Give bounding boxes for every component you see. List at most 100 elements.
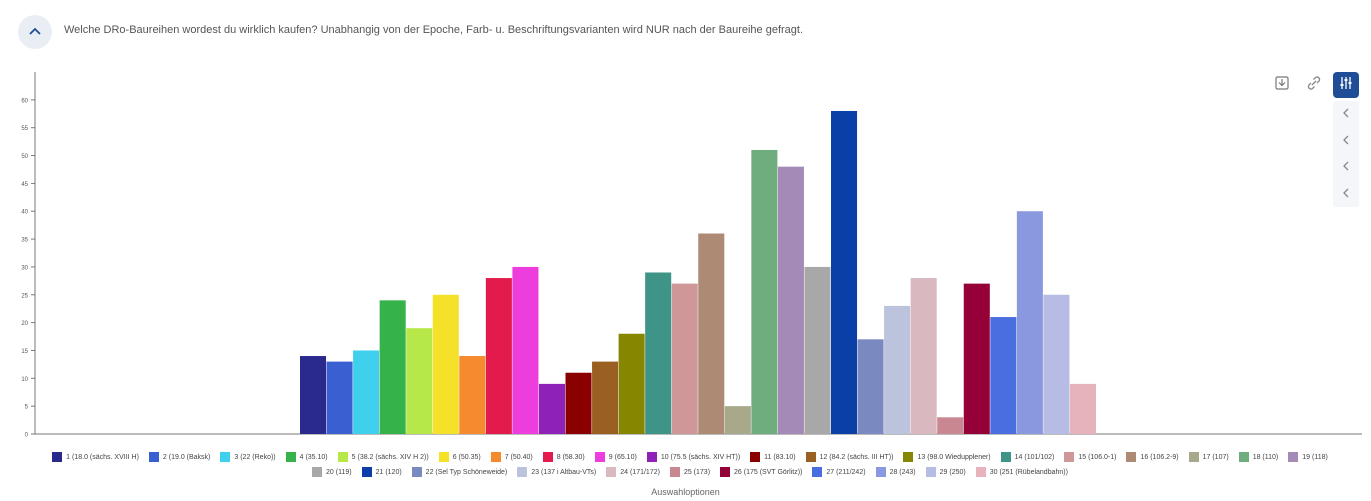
legend-item[interactable]: 10 (75.5 (sächs. XIV HT)) [646,452,740,462]
legend-label: 22 (Sel Typ Schöneweide) [425,468,508,476]
legend-item[interactable]: 13 (98.0 Wiedupplener) [903,452,991,462]
legend-item[interactable]: 1 (18.0 (sächs. XVIII H) [52,452,139,462]
bar[interactable] [618,333,645,434]
bar[interactable] [432,294,459,434]
chart-legend: 1 (18.0 (sächs. XVIII H) 2 (19.0 (Baksk) 3… [30,452,1350,477]
bar[interactable] [698,233,725,434]
y-tick-label: 20 [21,321,28,327]
legend-item[interactable]: 3 (22 (Reko)) [220,452,276,462]
bar[interactable] [990,317,1017,434]
bar[interactable] [592,361,619,434]
legend-label: 11 (83.10) [764,453,796,461]
bar[interactable] [538,383,565,434]
legend-swatch [148,452,159,462]
legend-item[interactable]: 8 (58.30) [542,452,585,462]
bar[interactable] [804,266,831,434]
legend-item[interactable]: 30 (251 (Rübelandbahn)) [975,467,1068,477]
link-icon [1305,74,1323,97]
legend-item[interactable]: 12 (84.2 (sächs. III HT)) [805,452,893,462]
y-tick-label: 10 [21,377,28,383]
bar[interactable] [565,372,592,434]
collapse-button[interactable] [18,15,52,49]
legend-item[interactable]: 5 (38.2 (sächs. XIV H 2)) [337,452,429,462]
bar[interactable] [884,305,911,434]
legend-label: 27 (211/242) [826,468,866,476]
legend-swatch [750,452,761,462]
legend-item[interactable]: 29 (250) [925,467,966,477]
side-panel-toggles [1333,101,1359,207]
legend-label: 8 (58.30) [556,453,585,461]
legend-item[interactable]: 28 (243) [875,467,916,477]
legend-swatch [220,452,231,462]
bar[interactable] [326,361,353,434]
legend-item[interactable]: 24 (171/172) [606,467,660,477]
question-text: Welche DRo-Baureihen wordest du wirklich… [64,24,804,36]
bar[interactable] [459,356,486,434]
legend-item[interactable]: 15 (106.0-1) [1064,452,1116,462]
legend-item[interactable]: 21 (120) [361,467,402,477]
legend-item[interactable]: 17 (107) [1188,452,1229,462]
bar[interactable] [937,417,964,434]
bar[interactable] [910,278,937,434]
legend-label: 7 (50.40) [504,453,533,461]
y-tick-label: 45 [21,182,28,188]
legend-item[interactable]: 22 (Sel Typ Schöneweide) [411,467,508,477]
bar[interactable] [512,266,539,434]
legend-label: 30 (251 (Rübelandbahn)) [989,468,1068,476]
legend-swatch [438,452,449,462]
bar[interactable] [777,166,804,434]
legend-item[interactable]: 7 (50.40) [490,452,533,462]
bar[interactable] [1016,211,1043,434]
legend-item[interactable]: 18 (110) [1238,452,1278,462]
bar[interactable] [406,328,433,434]
legend-item[interactable]: 26 (175 (SVT Görlitz)) [720,467,802,477]
legend-item[interactable]: 11 (83.10) [750,452,796,462]
bar[interactable] [831,110,858,434]
legend-item[interactable]: 25 (173) [669,467,710,477]
bar[interactable] [724,406,751,434]
legend-item[interactable]: 6 (50.35) [438,452,481,462]
legend-item[interactable]: 16 (106.2-9) [1126,452,1179,462]
bar[interactable] [751,149,778,434]
side-toggle-2[interactable] [1336,131,1356,151]
legend-item[interactable]: 4 (35.10) [285,452,328,462]
side-toggle-1[interactable] [1336,104,1356,124]
legend-swatch [1188,452,1199,462]
side-toggle-4[interactable] [1336,184,1356,204]
legend-swatch [52,452,63,462]
legend-item[interactable]: 23 (137 i Altbau-VTs) [517,467,596,477]
bar[interactable] [353,350,380,434]
legend-item[interactable]: 9 (65.10) [594,452,637,462]
legend-swatch [594,452,605,462]
bar[interactable] [1043,294,1070,434]
link-button[interactable] [1301,72,1327,98]
legend-item[interactable]: 27 (211/242) [812,467,866,477]
legend-item[interactable]: 2 (19.0 (Baksk) [148,452,210,462]
bar[interactable] [300,356,327,434]
legend-item[interactable]: 14 (101/102) [1000,452,1054,462]
chevron-up-icon [28,23,42,41]
settings-button[interactable] [1333,72,1359,98]
bar[interactable] [857,339,884,434]
legend-swatch [1288,452,1299,462]
bar[interactable] [963,283,990,434]
legend-swatch [361,467,372,477]
bar[interactable] [485,278,512,434]
y-tick-label: 15 [21,349,28,355]
bar[interactable] [671,283,698,434]
legend-item[interactable]: 20 (119) [312,467,352,477]
y-tick-label: 0 [25,433,29,439]
legend-swatch [285,452,296,462]
legend-swatch [903,452,914,462]
chevron-left-icon [1342,132,1350,150]
download-button[interactable] [1269,72,1295,98]
legend-item[interactable]: 19 (118) [1288,452,1328,462]
legend-swatch [337,452,348,462]
legend-swatch [975,467,986,477]
legend-swatch [805,452,816,462]
bar[interactable] [645,272,672,434]
legend-swatch [606,467,617,477]
bar[interactable] [379,300,406,434]
side-toggle-3[interactable] [1336,157,1356,177]
bar[interactable] [1069,383,1096,434]
